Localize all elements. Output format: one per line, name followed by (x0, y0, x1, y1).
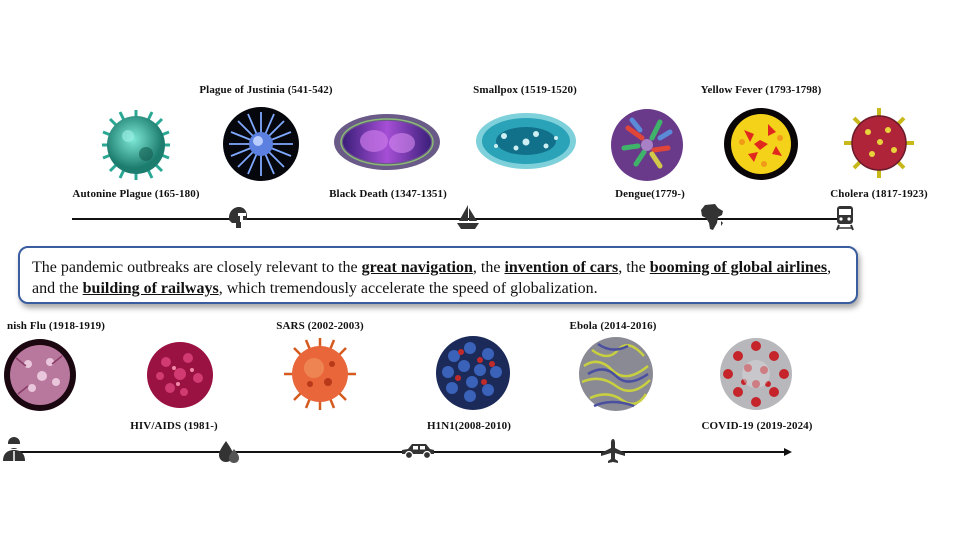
summary-text-5: , which tremendously accelerate the spee… (218, 280, 598, 297)
antonine-virus-image (102, 110, 170, 180)
ebola-virus-image (579, 337, 653, 411)
smallpox-virus-image (476, 113, 576, 169)
africa-icon (701, 204, 723, 230)
summary-text-1: The pandemic outbreaks are closely relev… (32, 259, 362, 276)
bottom-timeline-arrow (784, 448, 792, 456)
label-plague-of-justinia: Plague of Justinia (541-542) (199, 84, 333, 96)
airplane-icon (601, 439, 625, 463)
top-timeline-axis (72, 218, 842, 220)
summary-callout-box: The pandemic outbreaks are closely relev… (18, 246, 858, 304)
cholera-virus-image (844, 108, 914, 178)
label-ebola: Ebola (2014-2016) (569, 320, 657, 332)
hiv-virus-image (147, 342, 213, 408)
keyword-great-navigation: great navigation (361, 259, 473, 276)
label-yellow-fever: Yellow Fever (1793-1798) (700, 84, 822, 96)
sailboat-icon (457, 205, 479, 229)
summary-text-4: , and the (32, 259, 832, 297)
label-dengue: Dengue(1779-) (615, 188, 685, 200)
spanish-flu-virus-image (4, 339, 76, 411)
yellow-fever-virus-image (724, 108, 798, 180)
summary-text-3: , the (618, 259, 650, 276)
train-icon (836, 206, 854, 231)
h1n1-virus-image (436, 336, 510, 410)
label-hiv-aids: HIV/AIDS (1981-) (130, 420, 218, 432)
label-black-death: Black Death (1347-1351) (329, 188, 447, 200)
keyword-booming-of-global-airlines: booming of global airlines (649, 259, 828, 276)
bottom-timeline-axis (10, 451, 786, 453)
label-covid-19: COVID-19 (2019-2024) (701, 420, 813, 432)
sars-virus-image (284, 338, 356, 410)
label-antonine-plague: Autonine Plague (165-180) (72, 188, 200, 200)
helmet-icon (229, 207, 247, 228)
covid-19-virus-image (720, 338, 792, 410)
black-death-bacteria-image (334, 114, 440, 170)
drop-icon (219, 441, 239, 463)
label-sars: SARS (2002-2003) (276, 320, 364, 332)
label-smallpox: Smallpox (1519-1520) (473, 84, 577, 96)
dengue-virus-image (611, 109, 683, 181)
keyword-building-of-railways: building of railways (82, 280, 219, 297)
car-icon (402, 444, 434, 460)
person-icon (3, 437, 25, 461)
summary-text-2: , the (472, 259, 505, 276)
label-cholera: Cholera (1817-1923) (830, 188, 928, 200)
label-h1n1: H1N1(2008-2010) (427, 420, 511, 432)
justinian-virus-image (223, 107, 299, 181)
keyword-invention-of-cars: invention of cars (504, 259, 619, 276)
label-spanish-flu: nish Flu (1918-1919) (7, 320, 105, 332)
